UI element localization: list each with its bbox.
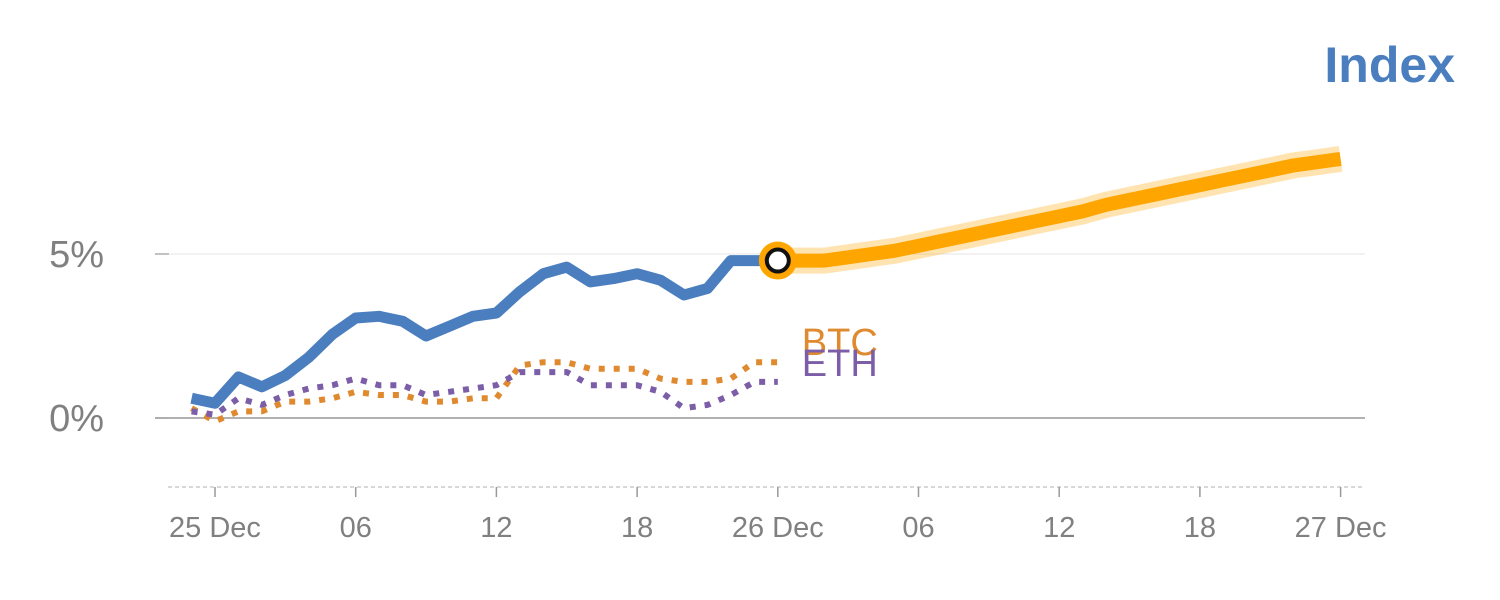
series-layer xyxy=(190,146,1343,425)
axis-layer: 5% 0% 25 Dec 06 12 18 26 Dec 06 12 18 27 Dec xyxy=(49,234,1386,544)
x-tick-label: 18 xyxy=(1184,512,1216,544)
x-tick-label: 06 xyxy=(902,512,934,544)
x-tick-label: 25 Dec xyxy=(169,512,261,544)
series-line-eth xyxy=(191,369,778,418)
x-tick-label: 06 xyxy=(340,512,372,544)
x-tick-label: 12 xyxy=(1043,512,1075,544)
series-line-forecast xyxy=(777,151,1342,268)
y-tick-label: 5% xyxy=(49,234,104,276)
series-label-btc: BTC xyxy=(802,322,878,364)
x-tick-label: 18 xyxy=(621,512,653,544)
series-line-index xyxy=(190,255,778,409)
current-point-marker xyxy=(764,247,791,274)
x-tick-label: 26 Dec xyxy=(732,512,824,544)
x-tick-label: 27 Dec xyxy=(1295,512,1387,544)
series-line-btc xyxy=(190,359,778,425)
x-tick-label: 12 xyxy=(480,512,512,544)
y-tick-label: 0% xyxy=(49,398,104,440)
chart-title: Index xyxy=(1324,37,1455,93)
series-label-eth: ETH xyxy=(802,343,878,385)
